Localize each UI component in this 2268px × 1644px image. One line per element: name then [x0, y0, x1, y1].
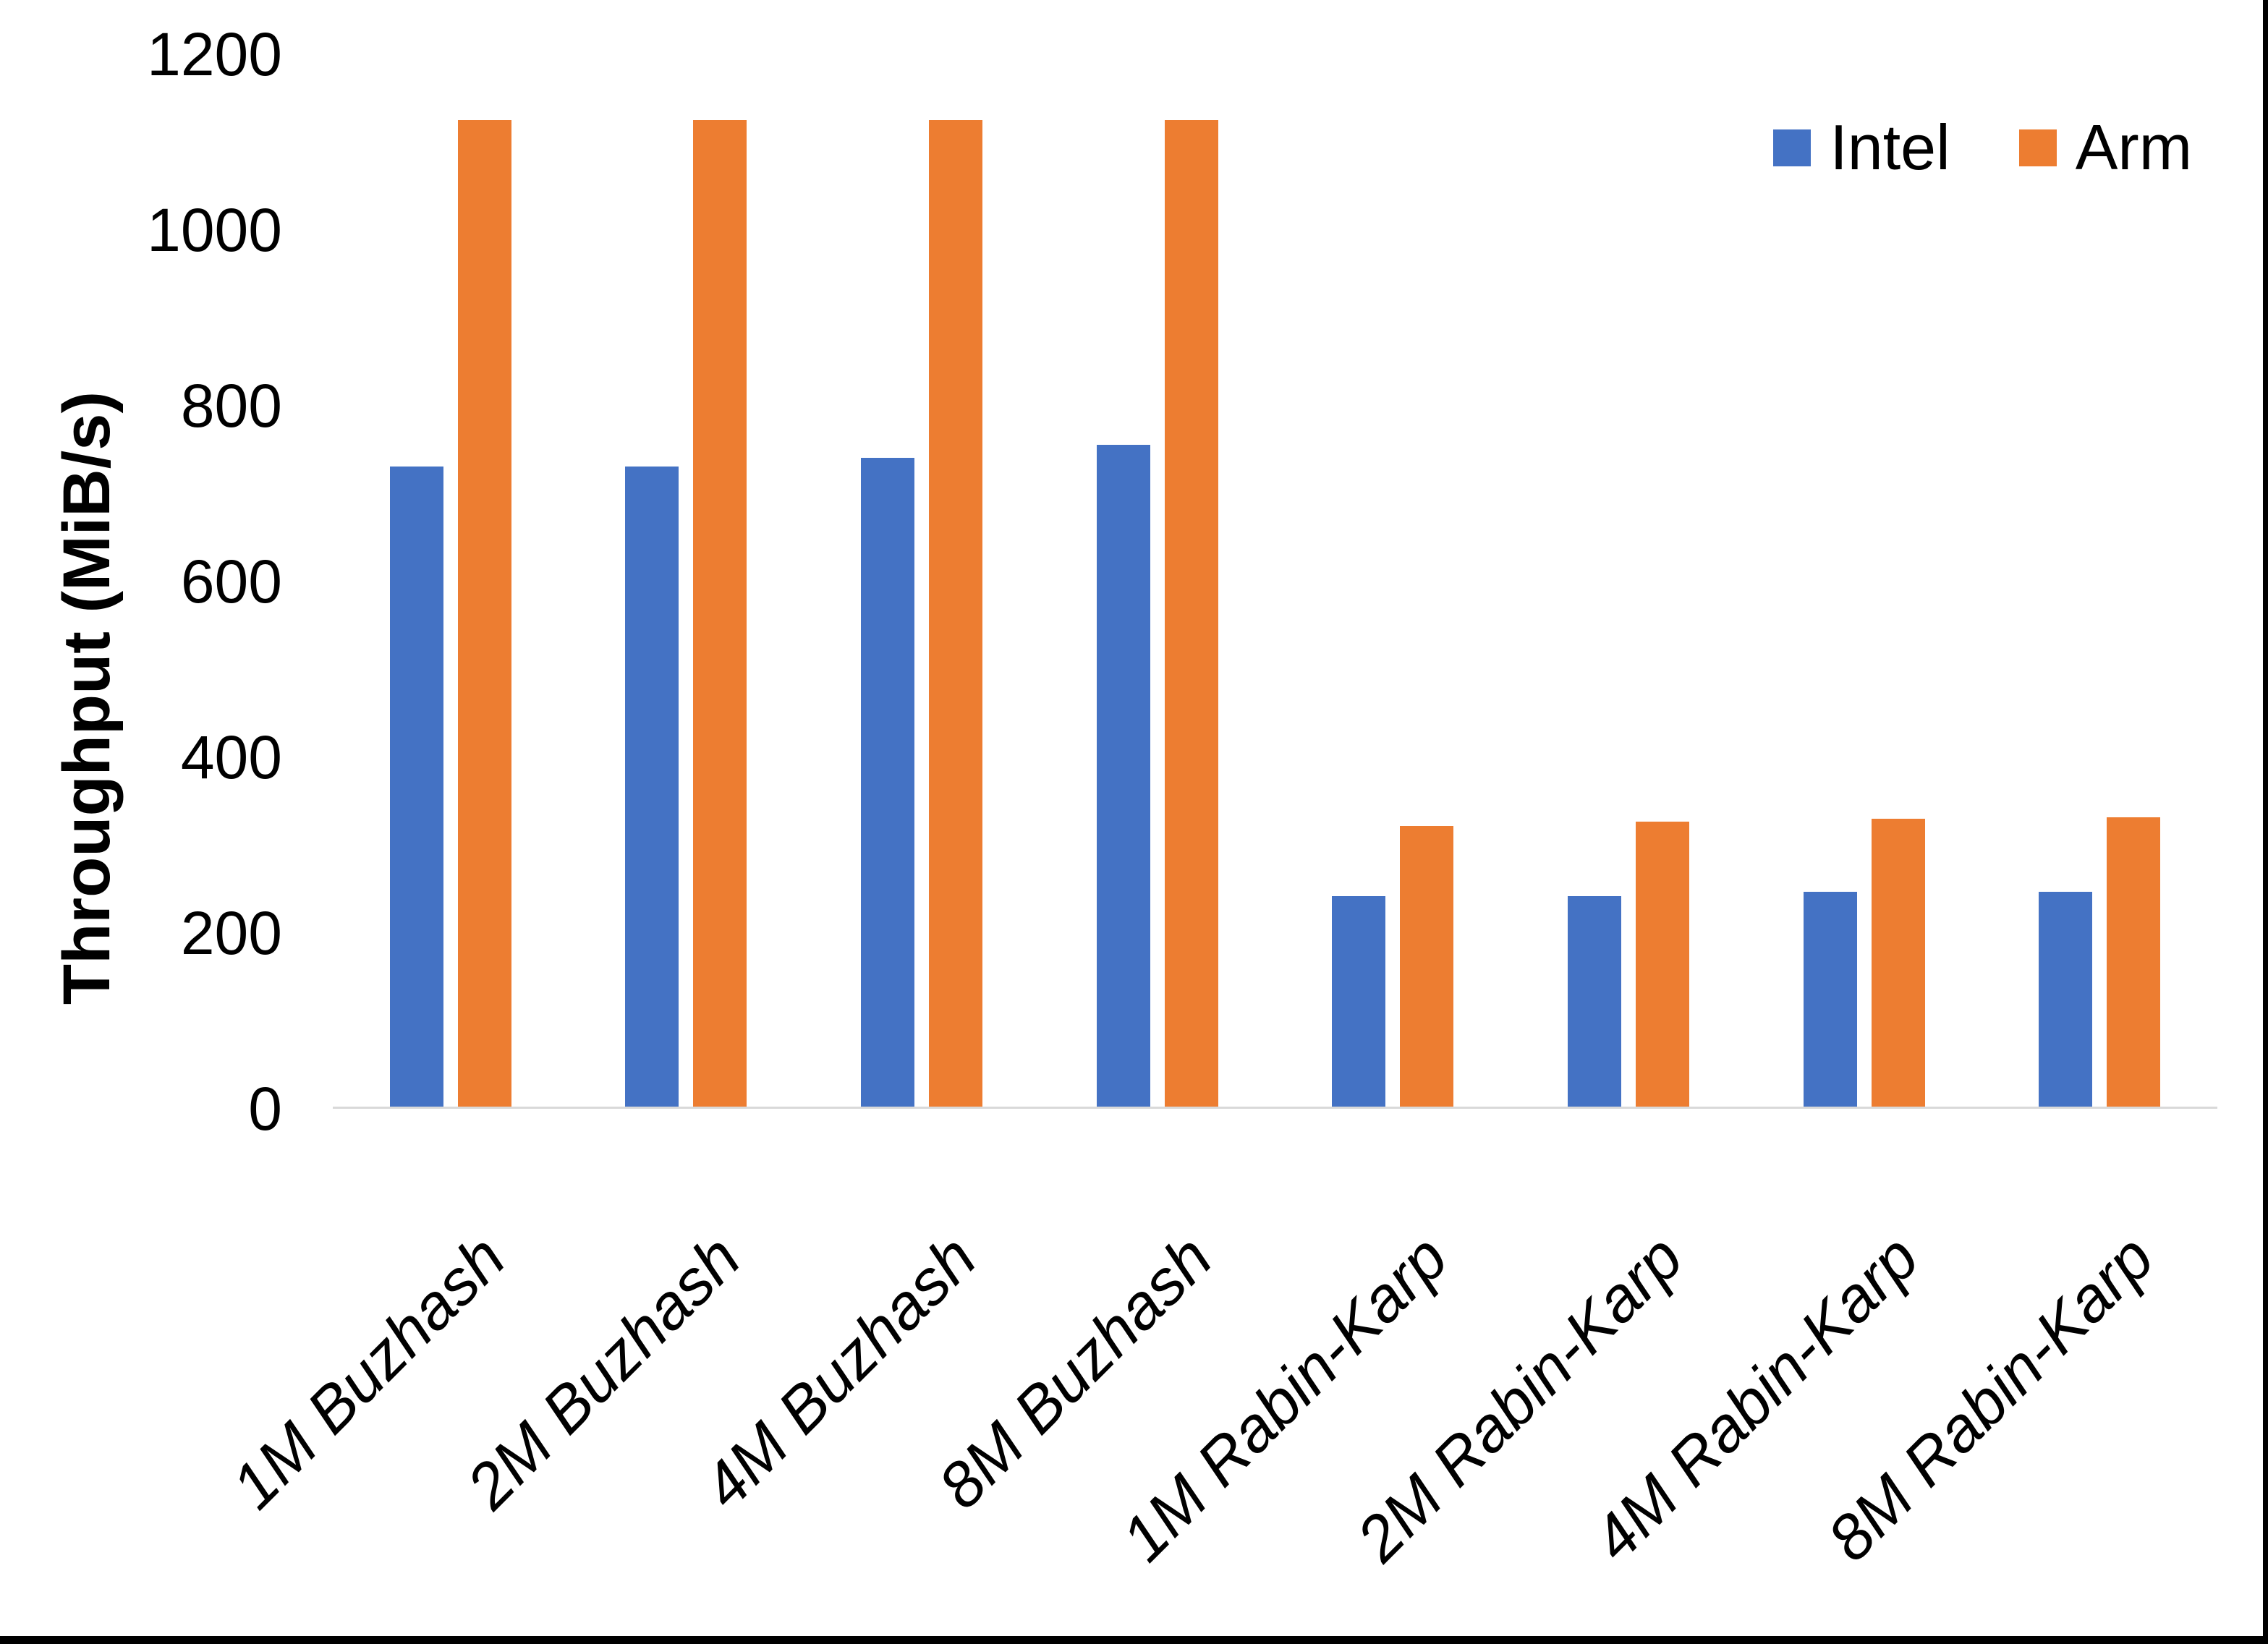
bar-group-8m-buzhash — [1040, 54, 1275, 1107]
y-tick-label-200: 200 — [180, 899, 282, 967]
legend-label-intel: Intel — [1830, 111, 1950, 183]
legend-swatch-intel-icon — [1773, 129, 1812, 166]
y-tick-label-400: 400 — [180, 723, 282, 791]
legend-item-arm: Arm — [2018, 111, 2192, 183]
arm-bar-1m-rabin-karp — [1400, 826, 1454, 1107]
bar-group-4m-buzhash — [804, 54, 1040, 1107]
legend-item-intel: Intel — [1773, 116, 1950, 179]
intel-bar-1m-buzhash — [389, 466, 443, 1107]
arm-bar-4m-rabin-karp — [1871, 819, 1925, 1107]
legend: Intel Arm — [1773, 116, 2192, 179]
legend-swatch-arm-icon — [2018, 129, 2057, 166]
intel-bar-2m-rabin-karp — [1567, 896, 1621, 1107]
intel-bar-4m-rabin-karp — [1803, 891, 1857, 1107]
arm-bar-1m-buzhash — [457, 119, 511, 1107]
y-axis-tick-labels: 1200 1000 800 600 400 200 0 — [0, 24, 282, 1139]
arm-bar-2m-rabin-karp — [1635, 821, 1689, 1107]
window-bottom-border — [0, 1636, 2268, 1644]
y-tick-label-1200: 1200 — [147, 20, 282, 88]
bar-group-2m-rabin-karp — [1511, 54, 1746, 1107]
window-right-border — [2263, 0, 2268, 1644]
arm-bar-2m-buzhash — [693, 119, 747, 1107]
plot-area — [333, 54, 2217, 1109]
intel-bar-4m-buzhash — [861, 457, 915, 1107]
y-tick-label-1000: 1000 — [147, 196, 282, 264]
y-tick-label-600: 600 — [180, 548, 282, 616]
bar-group-4m-rabin-karp — [1746, 54, 1982, 1107]
intel-bar-8m-buzhash — [1096, 444, 1150, 1107]
y-tick-label-0: 0 — [248, 1075, 282, 1143]
legend-label-arm: Arm — [2075, 111, 2192, 183]
bar-group-1m-rabin-karp — [1275, 54, 1511, 1107]
arm-bar-4m-buzhash — [929, 119, 983, 1107]
bar-group-2m-buzhash — [569, 54, 804, 1107]
bar-group-8m-rabin-karp — [1982, 54, 2217, 1107]
arm-bar-8m-rabin-karp — [2107, 817, 2161, 1107]
arm-bar-8m-buzhash — [1164, 119, 1218, 1107]
y-tick-label-800: 800 — [180, 372, 282, 440]
intel-bar-1m-rabin-karp — [1332, 896, 1386, 1107]
intel-bar-2m-buzhash — [625, 466, 679, 1107]
bar-group-1m-buzhash — [333, 54, 569, 1107]
intel-bar-8m-rabin-karp — [2039, 891, 2093, 1107]
